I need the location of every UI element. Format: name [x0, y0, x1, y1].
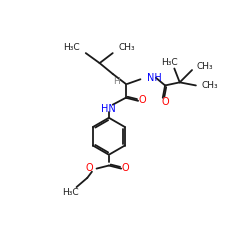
Text: O: O: [121, 163, 129, 173]
Text: H₃C: H₃C: [62, 188, 79, 197]
Text: NH: NH: [148, 73, 162, 83]
Text: O: O: [86, 163, 94, 173]
Text: CH₃: CH₃: [119, 43, 136, 52]
Text: H₃C: H₃C: [63, 43, 80, 52]
Text: CH₃: CH₃: [201, 81, 218, 90]
Text: H: H: [113, 77, 120, 86]
Text: O: O: [161, 96, 169, 106]
Text: HN: HN: [101, 104, 116, 114]
Text: H₃C: H₃C: [162, 58, 178, 67]
Text: CH₃: CH₃: [197, 62, 213, 71]
Text: O: O: [138, 95, 146, 105]
